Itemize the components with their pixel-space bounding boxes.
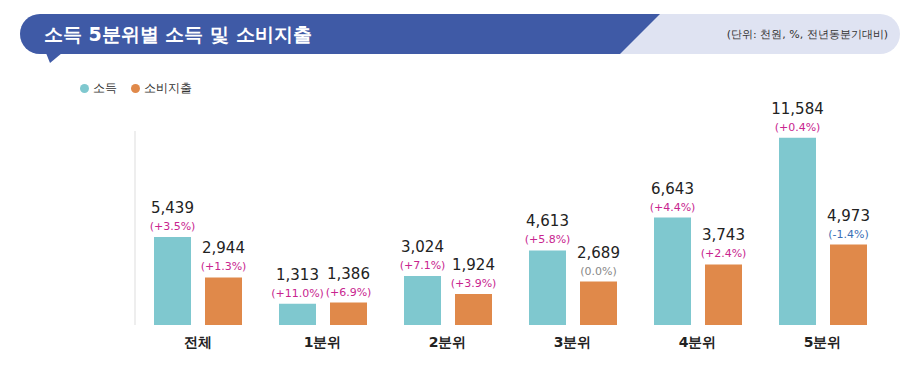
svg-text:1,386: 1,386 <box>327 265 370 283</box>
svg-text:(-1.4%): (-1.4%) <box>828 228 869 241</box>
svg-text:1,924: 1,924 <box>452 256 495 274</box>
svg-text:(+1.3%): (+1.3%) <box>201 260 247 273</box>
svg-text:1분위: 1분위 <box>304 334 342 350</box>
svg-text:3,024: 3,024 <box>401 238 444 256</box>
svg-text:3분위: 3분위 <box>554 334 592 350</box>
svg-text:5,439: 5,439 <box>151 199 194 217</box>
svg-text:4,613: 4,613 <box>526 212 569 230</box>
svg-text:2,944: 2,944 <box>202 239 245 257</box>
svg-text:11,584: 11,584 <box>771 100 824 118</box>
html-text:소비지출: 소비지출 <box>144 81 192 95</box>
svg-text:(+4.4%): (+4.4%) <box>650 201 696 214</box>
svg-text:(+11.0%): (+11.0%) <box>271 287 324 300</box>
svg-text:(+3.5%): (+3.5%) <box>150 220 196 233</box>
html-text:소득 5분위별 소득 및 소비지출: 소득 5분위별 소득 및 소비지출 <box>44 23 312 45</box>
svg-text:6,643: 6,643 <box>651 180 694 198</box>
svg-text:(+3.9%): (+3.9%) <box>451 277 497 290</box>
svg-text:(+0.4%): (+0.4%) <box>775 121 821 134</box>
svg-text:(+5.8%): (+5.8%) <box>525 233 571 246</box>
html-text:소득: 소득 <box>93 81 117 95</box>
svg-text:전체: 전체 <box>184 334 212 350</box>
html-text:(단위: 천원, %, 전년동분기대비): (단위: 천원, %, 전년동분기대비) <box>726 28 888 41</box>
svg-text:4,973: 4,973 <box>827 207 870 225</box>
svg-text:(+2.4%): (+2.4%) <box>701 247 747 260</box>
svg-text:3,743: 3,743 <box>702 226 745 244</box>
svg-text:1,313: 1,313 <box>276 266 319 284</box>
svg-text:(0.0%): (0.0%) <box>580 265 617 278</box>
svg-text:(+6.9%): (+6.9%) <box>326 286 372 299</box>
svg-text:4분위: 4분위 <box>679 334 717 350</box>
svg-text:5분위: 5분위 <box>804 334 842 350</box>
svg-text:(+7.1%): (+7.1%) <box>400 259 446 272</box>
svg-text:2분위: 2분위 <box>429 334 467 350</box>
svg-text:2,689: 2,689 <box>577 244 620 262</box>
